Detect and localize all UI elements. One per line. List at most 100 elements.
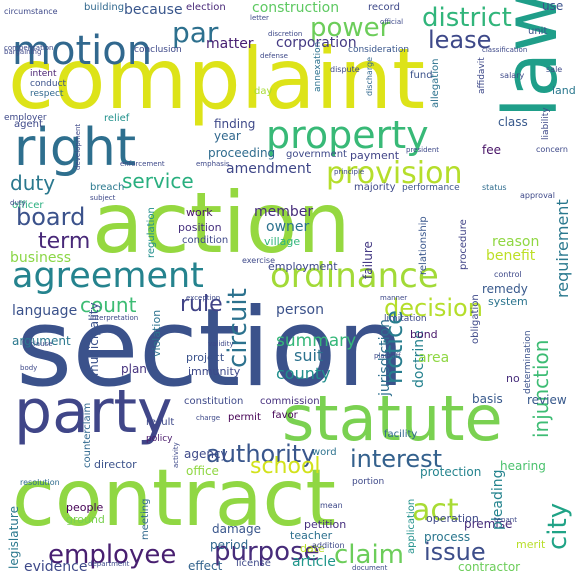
word-area: area	[418, 350, 449, 366]
word-member: member	[254, 204, 313, 220]
word-immunity: immunity	[188, 365, 241, 378]
word-motion: motion	[12, 28, 152, 74]
word-hearing: hearing	[500, 459, 546, 473]
word-village: village	[264, 235, 300, 248]
word-official: official	[380, 18, 403, 26]
word-addition: addition	[312, 541, 345, 550]
word-date: date	[300, 542, 325, 555]
word-employment: employment	[268, 260, 338, 273]
word-action: action	[92, 174, 351, 272]
word-plaintiff: plaintiff	[374, 352, 401, 360]
word-pleading: pleading	[490, 469, 506, 530]
word-officer: officer	[12, 200, 44, 211]
word-conclusion: conclusion	[134, 45, 182, 55]
word-clause: clause	[30, 340, 52, 348]
word-majority: majority	[354, 182, 396, 193]
word-interest: interest	[350, 445, 442, 473]
word-property: property	[266, 113, 429, 157]
word-meeting: meeting	[140, 499, 151, 540]
word-conduct: conduct	[30, 79, 67, 89]
word-body: body	[20, 364, 37, 372]
word-control: control	[494, 270, 522, 279]
word-bond: bond	[410, 328, 438, 341]
word-legislature: legislature	[7, 506, 21, 569]
word-duty: duty	[10, 199, 26, 207]
word-year: year	[214, 129, 241, 143]
word-policy: policy	[146, 434, 173, 444]
word-compensation: compensation	[4, 44, 53, 52]
word-procedure: procedure	[458, 219, 469, 270]
word-enforcement: enforcement	[120, 160, 165, 168]
word-position: position	[178, 221, 222, 234]
word-review: review	[527, 393, 567, 407]
word-power: power	[310, 13, 391, 43]
word-city: city	[543, 503, 573, 550]
word-evidence: evidence	[24, 559, 87, 575]
word-municipality: municipality	[87, 302, 101, 376]
word-favor: favor	[272, 410, 299, 421]
word-principle: principle	[334, 168, 364, 176]
word-fund: fund	[410, 70, 433, 81]
word-basis: basis	[472, 392, 503, 406]
word-period: period	[210, 538, 248, 552]
word-manner: manner	[380, 294, 407, 302]
word-limitation: limitation	[384, 314, 427, 324]
word-doctrine: doctrine	[411, 330, 427, 388]
word-commission: commission	[260, 396, 320, 407]
word-party: party	[14, 377, 173, 447]
word-mean: mean	[320, 501, 343, 510]
word-district: district	[422, 3, 512, 33]
word-issue: issue	[424, 538, 486, 566]
word-premise: premise	[464, 517, 512, 531]
word-article: article	[292, 554, 336, 570]
word-merit: merit	[516, 538, 546, 551]
word-complaint: complaint	[8, 30, 425, 128]
word-charge: charge	[196, 414, 220, 422]
word-tenant: tenant	[494, 516, 517, 524]
word-classification: classification	[482, 46, 527, 54]
word-term: term	[38, 229, 90, 254]
word-sale: sale	[546, 65, 562, 74]
word-petition: petition	[304, 518, 346, 531]
word-corporation: corporation	[276, 35, 357, 51]
word-law: law	[488, 0, 574, 118]
word-land: land	[552, 84, 576, 97]
word-dispute: dispute	[330, 65, 360, 74]
word-subject: subject	[90, 194, 116, 202]
word-allegation: allegation	[430, 59, 441, 108]
word-employer: employer	[4, 113, 47, 123]
word-contractor: contractor	[458, 560, 520, 574]
word-portion: portion	[352, 477, 384, 487]
word-injunction: injunction	[529, 340, 553, 438]
word-relief: relief	[104, 113, 130, 124]
word-president: president	[406, 146, 439, 154]
word-agent: agent	[14, 119, 43, 130]
word-permit: permit	[228, 412, 261, 423]
word-board: board	[16, 203, 85, 231]
word-interpretation: interpretation	[90, 314, 138, 322]
word-work: work	[186, 206, 213, 219]
word-summary: summary	[276, 331, 356, 351]
word-county: county	[276, 364, 331, 383]
word-discharge: discharge	[365, 57, 374, 96]
word-development: development	[74, 124, 82, 170]
word-purpose: purpose	[214, 537, 320, 567]
word-employee: employee	[48, 540, 176, 570]
word-relationship: relationship	[418, 216, 429, 275]
word-director: director	[94, 458, 137, 471]
word-affidavit: affidavit	[477, 57, 487, 94]
word-status: status	[482, 183, 507, 192]
word-par: par	[172, 16, 219, 49]
word-building: building	[84, 2, 124, 13]
word-damage: damage	[212, 522, 261, 536]
word-act: act	[412, 493, 459, 528]
word-lease: lease	[428, 26, 491, 54]
word-facility: facility	[384, 429, 417, 440]
word-benefit: benefit	[486, 248, 536, 264]
word-day: day	[254, 86, 272, 97]
word-exception: exception	[186, 294, 220, 302]
word-salary: salary	[500, 71, 524, 80]
word-language: language	[12, 303, 77, 319]
word-circumstance: circumstance	[4, 7, 58, 16]
